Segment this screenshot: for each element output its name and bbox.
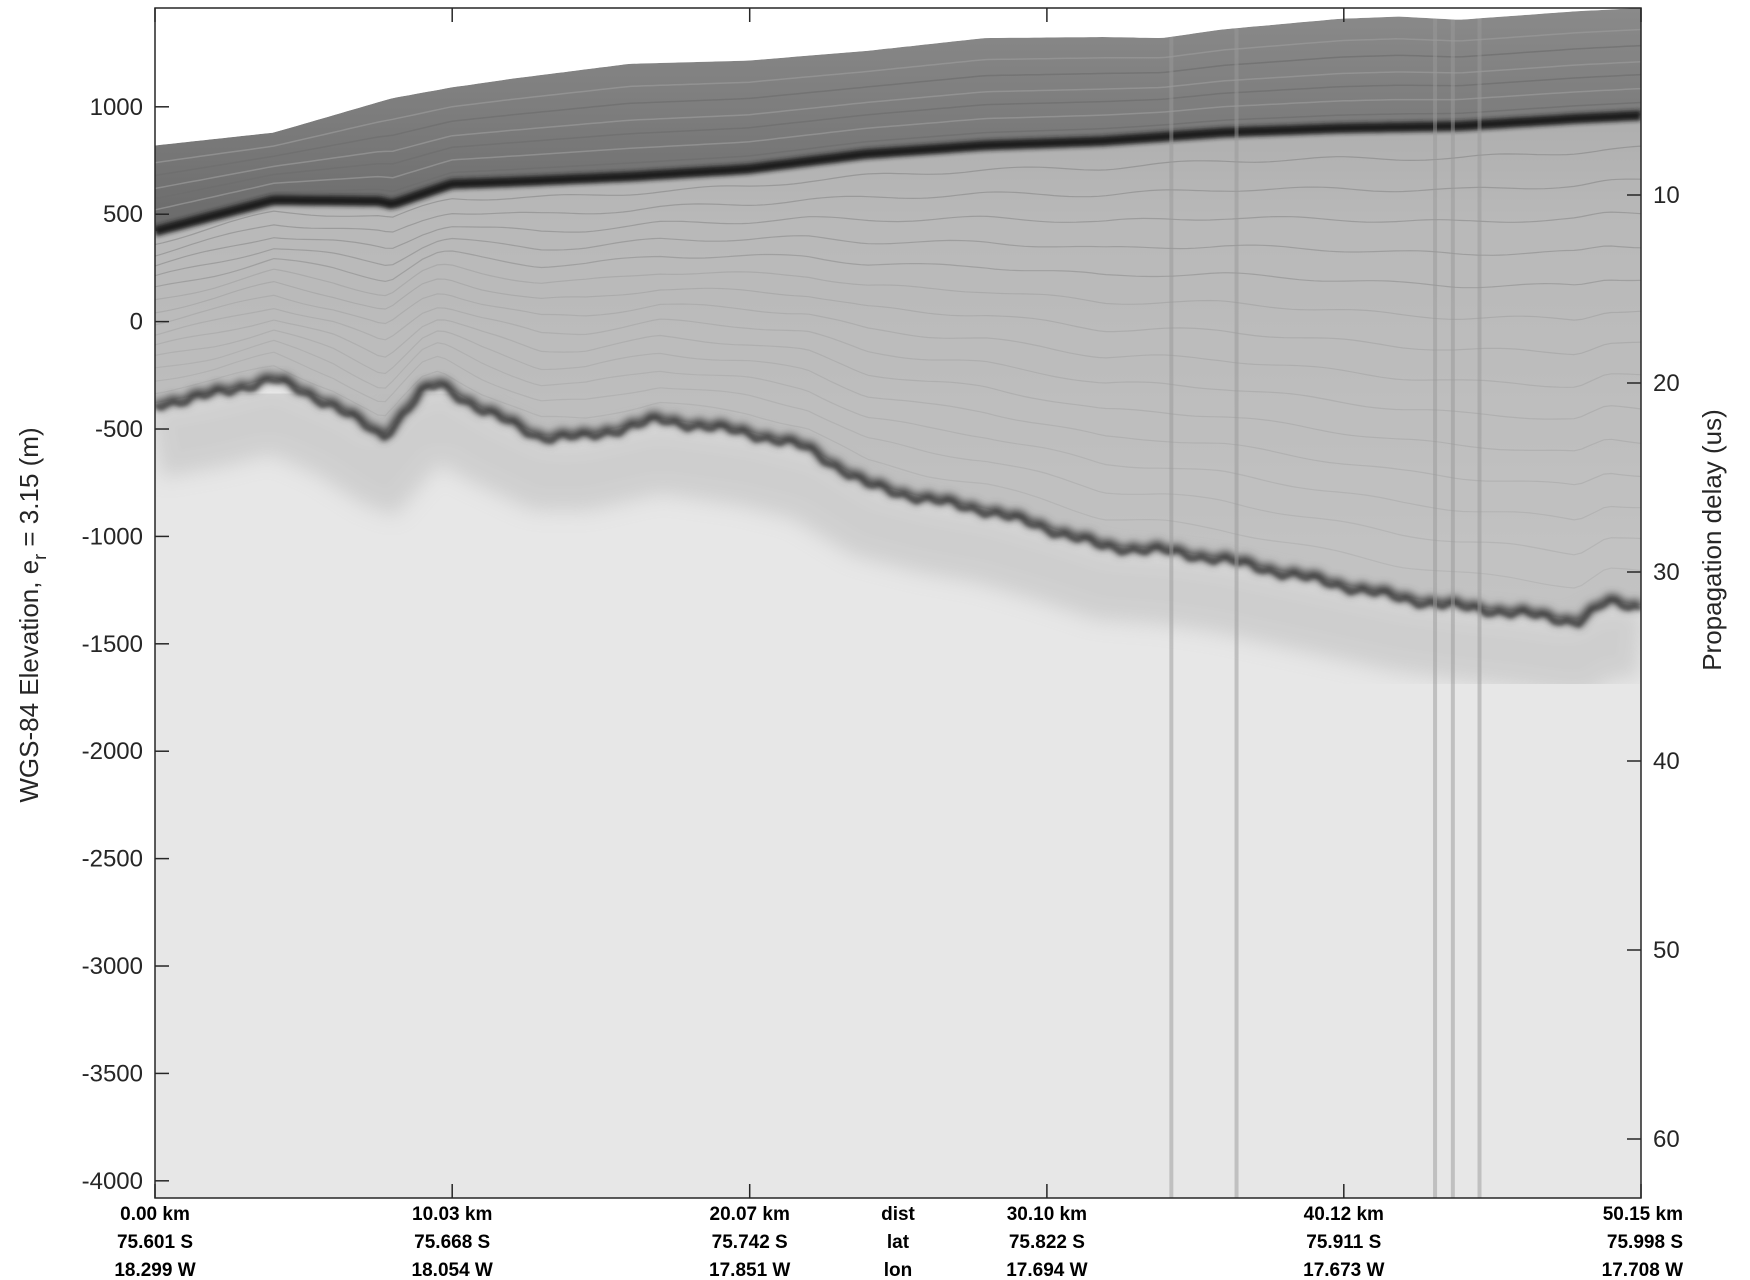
bottom-tick-dist: 0.00 km — [120, 1204, 190, 1225]
internal-layer-line — [155, 307, 1641, 420]
right-tick-label: 20 — [1653, 370, 1680, 397]
internal-layer-line — [155, 235, 1641, 277]
bottom-tick-lat: 75.742 S — [712, 1232, 788, 1253]
internal-layers — [155, 115, 1641, 620]
right-tick-label: 60 — [1653, 1126, 1680, 1153]
left-tick-label: -1000 — [82, 523, 143, 550]
row-label-dist: dist — [881, 1204, 915, 1225]
internal-layer-line — [155, 278, 1641, 356]
bottom-tick-dist: 40.12 km — [1304, 1204, 1384, 1225]
bottom-tick-lon: 17.694 W — [1006, 1260, 1087, 1280]
right-tick-label: 40 — [1653, 748, 1680, 775]
bottom-tick-lat: 75.668 S — [414, 1232, 490, 1253]
bottom-tick-lat: 75.601 S — [117, 1232, 193, 1253]
bottom-tick-dist: 30.10 km — [1007, 1204, 1087, 1225]
firn-layer-line — [155, 87, 1641, 211]
bottom-tick-lon: 18.054 W — [412, 1260, 493, 1280]
firn-layer-line — [155, 60, 1641, 190]
internal-layer-line — [155, 339, 1641, 521]
bottom-axis-ticks: 0.00 km 75.601 S 18.299 W 10.03 km 75.668 S 1… — [114, 8, 1683, 1280]
left-tick-label: -2000 — [82, 738, 143, 765]
left-tick-label: -500 — [95, 416, 143, 443]
internal-layer-line — [155, 293, 1641, 388]
internal-layer-line — [155, 351, 1641, 556]
left-tick-label: -4000 — [82, 1168, 143, 1195]
firn-layers — [155, 28, 1641, 222]
firn-layer-line — [155, 101, 1641, 222]
left-tick-label: 0 — [130, 309, 143, 336]
row-label-lon: lon — [884, 1260, 913, 1280]
internal-layer-line — [155, 329, 1641, 486]
vertical-streaks — [1169, 18, 1482, 1198]
internal-layer-line — [155, 319, 1641, 452]
left-tick-label: -3500 — [82, 1060, 143, 1087]
bottom-tick-lat: 75.998 S — [1607, 1232, 1683, 1253]
firn-band — [155, 8, 1641, 232]
right-axis-label: Propagation delay (us) — [1697, 409, 1727, 671]
bottom-tick-lon: 17.851 W — [709, 1260, 790, 1280]
bottom-tick-lon: 17.673 W — [1303, 1260, 1384, 1280]
left-tick-label: 1000 — [90, 94, 143, 121]
strong-reflector — [155, 110, 1641, 237]
internal-layer-line — [155, 250, 1641, 289]
internal-layer-line — [155, 178, 1641, 257]
right-tick-label: 30 — [1653, 559, 1680, 586]
firn-layer-line — [155, 44, 1641, 177]
left-tick-label: -2500 — [82, 846, 143, 873]
left-tick-label: -3000 — [82, 953, 143, 980]
firn-layer-line — [155, 28, 1641, 164]
internal-layer-line — [155, 365, 1641, 589]
bottom-tick-lat: 75.911 S — [1306, 1232, 1381, 1253]
bottom-tick-lon: 17.708 W — [1602, 1260, 1683, 1280]
left-tick-label: 500 — [103, 201, 143, 228]
right-tick-label: 50 — [1653, 937, 1680, 964]
bed-reflector-core — [155, 377, 1641, 628]
bottom-tick-dist: 50.15 km — [1603, 1204, 1683, 1225]
air-region — [155, 8, 1641, 146]
firn-layer-line — [155, 73, 1641, 200]
internal-layer-line — [155, 145, 1641, 246]
bottom-tick-dist: 10.03 km — [412, 1204, 492, 1225]
upper-ice-shading — [155, 115, 1641, 620]
bottom-tick-lat: 75.822 S — [1009, 1232, 1085, 1253]
bottom-tick-dist: 20.07 km — [710, 1204, 790, 1225]
internal-layer-line — [155, 263, 1641, 321]
plot-area — [155, 8, 1641, 1198]
left-axis-ticks: 1000 500 0 -500 -1000 -1500 -2000 -2500 -3000 -35… — [82, 94, 169, 1195]
row-label-lat: lat — [887, 1232, 910, 1253]
bed-shadow-band — [155, 381, 1641, 695]
left-tick-label: -1500 — [82, 631, 143, 658]
left-axis-label: WGS-84 Elevation, er = 3.15 (m) — [14, 427, 50, 802]
bottom-tick-lon: 18.299 W — [114, 1260, 195, 1280]
right-axis-ticks: 10 20 30 40 50 60 — [1627, 182, 1680, 1153]
plot-frame — [154, 7, 1642, 1199]
internal-layer-line — [155, 211, 1641, 267]
right-tick-label: 10 — [1653, 182, 1680, 209]
